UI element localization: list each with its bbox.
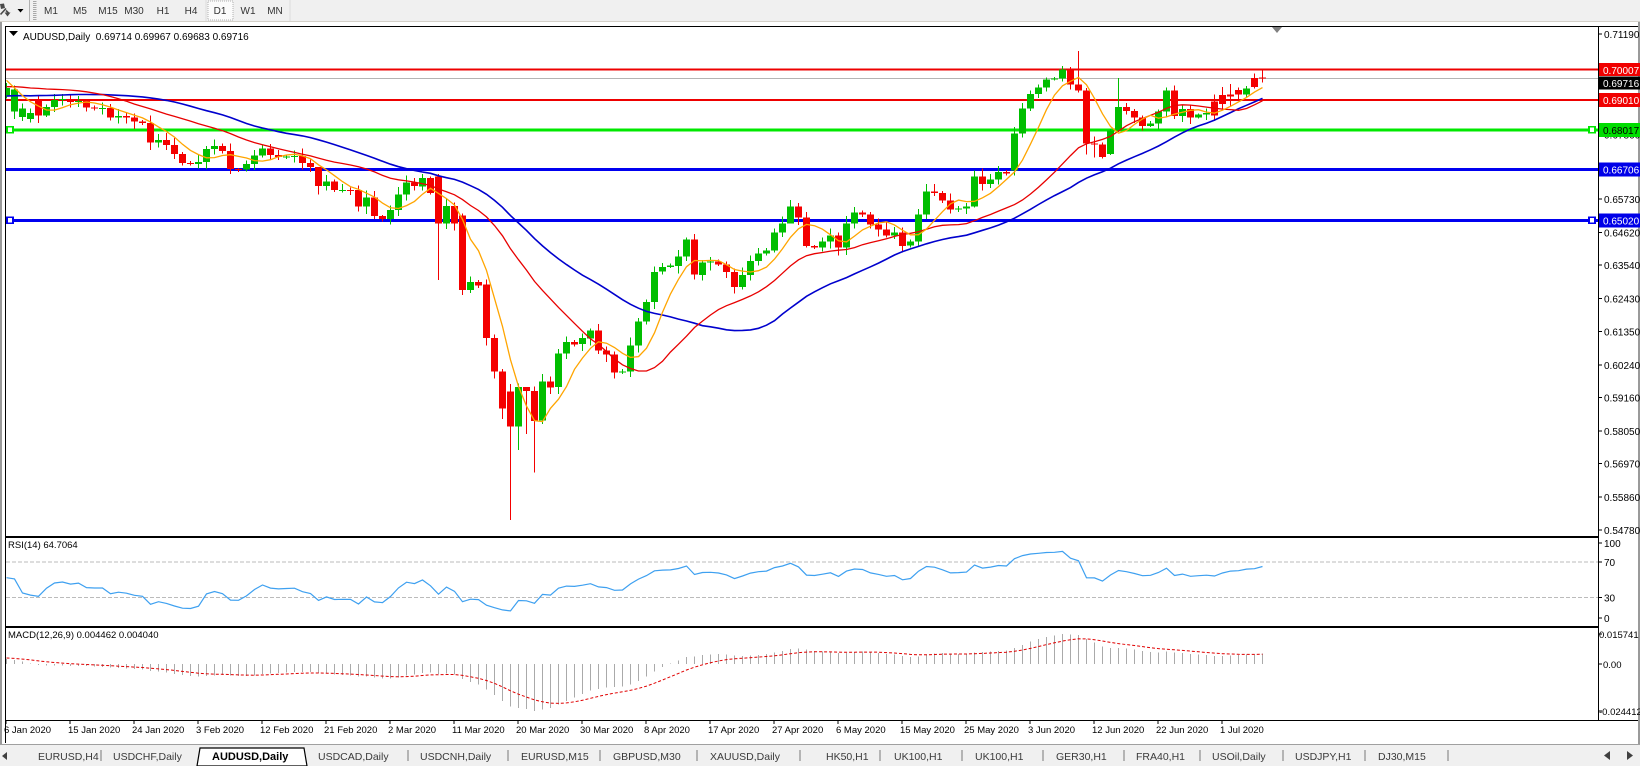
svg-text:0.59160: 0.59160 — [1604, 393, 1640, 404]
svg-text:-0.024412: -0.024412 — [1599, 707, 1640, 718]
svg-text:0.61350: 0.61350 — [1604, 327, 1640, 338]
svg-text:21 Feb 2020: 21 Feb 2020 — [324, 725, 377, 736]
svg-text:3 Jun 2020: 3 Jun 2020 — [1028, 725, 1075, 736]
svg-text:DJ30,M15: DJ30,M15 — [1378, 751, 1426, 763]
svg-text:27 Apr 2020: 27 Apr 2020 — [772, 725, 823, 736]
svg-text:HK50,H1: HK50,H1 — [826, 751, 869, 763]
svg-text:0.65020: 0.65020 — [1603, 217, 1640, 228]
svg-text:0.71190: 0.71190 — [1604, 30, 1640, 41]
svg-text:GBPUSD,M30: GBPUSD,M30 — [613, 751, 681, 763]
svg-text:0.55860: 0.55860 — [1604, 493, 1640, 504]
svg-text:0.54780: 0.54780 — [1604, 526, 1640, 537]
svg-text:0.69716: 0.69716 — [1603, 79, 1640, 90]
svg-text:M5: M5 — [73, 6, 87, 17]
svg-text:EURUSD,H4: EURUSD,H4 — [38, 751, 99, 763]
svg-text:D1: D1 — [214, 6, 227, 17]
svg-text:M30: M30 — [124, 6, 144, 17]
svg-text:30 Mar 2020: 30 Mar 2020 — [580, 725, 633, 736]
svg-text:12 Feb 2020: 12 Feb 2020 — [260, 725, 313, 736]
svg-text:AUDUSD,Daily: AUDUSD,Daily — [212, 751, 289, 763]
svg-text:USDCHF,Daily: USDCHF,Daily — [113, 751, 183, 763]
svg-text:0.58050: 0.58050 — [1604, 427, 1640, 438]
svg-text:100: 100 — [1604, 539, 1621, 550]
svg-text:W1: W1 — [241, 6, 256, 17]
svg-text:0: 0 — [1604, 614, 1610, 625]
svg-text:USOil,Daily: USOil,Daily — [1212, 751, 1266, 763]
svg-text:USDCNH,Daily: USDCNH,Daily — [420, 751, 492, 763]
svg-text:0.62430: 0.62430 — [1604, 295, 1640, 306]
svg-text:0.56970: 0.56970 — [1604, 460, 1640, 471]
svg-text:RSI(14) 64.7064: RSI(14) 64.7064 — [8, 540, 78, 551]
svg-text:15 Jan 2020: 15 Jan 2020 — [68, 725, 120, 736]
svg-text:22 Jun 2020: 22 Jun 2020 — [1156, 725, 1208, 736]
svg-text:0.015741: 0.015741 — [1599, 630, 1639, 641]
svg-text:24 Jan 2020: 24 Jan 2020 — [132, 725, 184, 736]
svg-text:8 Apr 2020: 8 Apr 2020 — [644, 725, 690, 736]
svg-text:17 Apr 2020: 17 Apr 2020 — [708, 725, 759, 736]
svg-text:0.64620: 0.64620 — [1604, 229, 1640, 240]
svg-text:6 May 2020: 6 May 2020 — [836, 725, 886, 736]
svg-text:20 Mar 2020: 20 Mar 2020 — [516, 725, 569, 736]
svg-text:0.65730: 0.65730 — [1604, 195, 1640, 206]
svg-text:15 May 2020: 15 May 2020 — [900, 725, 955, 736]
svg-text:MN: MN — [267, 6, 283, 17]
svg-text:0.60240: 0.60240 — [1604, 361, 1640, 372]
svg-text:0.69010: 0.69010 — [1603, 96, 1640, 107]
svg-text:FRA40,H1: FRA40,H1 — [1136, 751, 1185, 763]
svg-text:M1: M1 — [44, 6, 58, 17]
svg-text:USDJPY,H1: USDJPY,H1 — [1295, 751, 1352, 763]
svg-text:M15: M15 — [98, 6, 118, 17]
svg-text:0.70007: 0.70007 — [1603, 66, 1640, 77]
svg-text:H4: H4 — [185, 6, 198, 17]
svg-text:12 Jun 2020: 12 Jun 2020 — [1092, 725, 1144, 736]
svg-text:UK100,H1: UK100,H1 — [975, 751, 1024, 763]
svg-text:0.68017: 0.68017 — [1603, 126, 1640, 137]
svg-text:3 Feb 2020: 3 Feb 2020 — [196, 725, 244, 736]
svg-text:H1: H1 — [157, 6, 170, 17]
svg-text:EURUSD,M15: EURUSD,M15 — [521, 751, 589, 763]
svg-text:1 Jul 2020: 1 Jul 2020 — [1220, 725, 1264, 736]
svg-text:11 Mar 2020: 11 Mar 2020 — [452, 725, 505, 736]
svg-text:0.00: 0.00 — [1603, 660, 1622, 671]
svg-text:UK100,H1: UK100,H1 — [894, 751, 943, 763]
svg-text:30: 30 — [1604, 593, 1616, 604]
svg-text:GER30,H1: GER30,H1 — [1056, 751, 1107, 763]
svg-text:6 Jan 2020: 6 Jan 2020 — [4, 725, 51, 736]
svg-text:25 May 2020: 25 May 2020 — [964, 725, 1019, 736]
svg-text:70: 70 — [1604, 558, 1616, 569]
svg-text:0.63540: 0.63540 — [1604, 261, 1640, 272]
svg-text:XAUUSD,Daily: XAUUSD,Daily — [710, 751, 781, 763]
svg-text:MACD(12,26,9) 0.004462 0.00404: MACD(12,26,9) 0.004462 0.004040 — [8, 630, 159, 641]
svg-text:0.66706: 0.66706 — [1603, 166, 1640, 177]
svg-text:2 Mar 2020: 2 Mar 2020 — [388, 725, 436, 736]
svg-text:USDCAD,Daily: USDCAD,Daily — [318, 751, 389, 763]
svg-text:AUDUSD,Daily 0.69714 0.69967: AUDUSD,Daily 0.69714 0.69967 0.69683 0.6… — [23, 32, 249, 43]
